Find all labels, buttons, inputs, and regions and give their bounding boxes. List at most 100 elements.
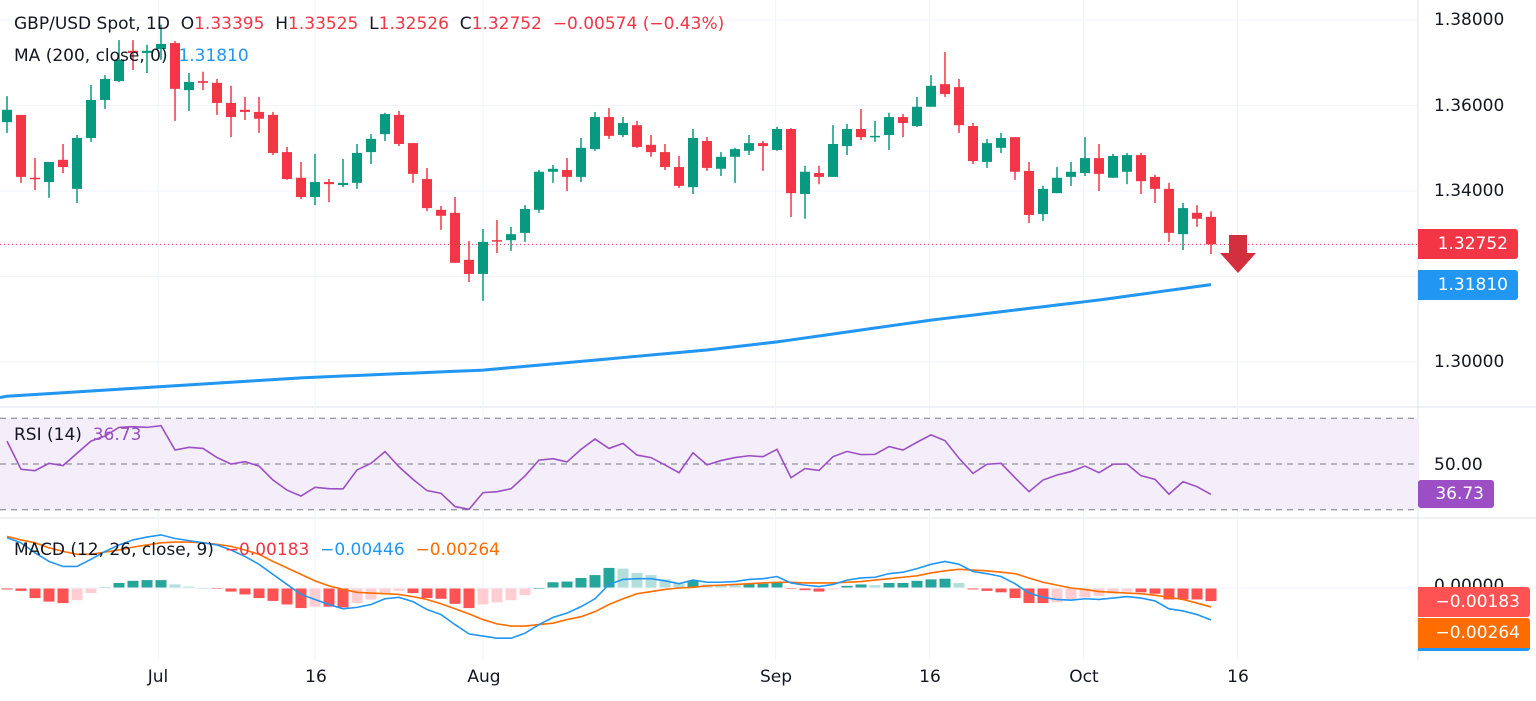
candle-body — [786, 129, 796, 194]
candle — [996, 132, 1006, 153]
macd-histogram-bar — [183, 586, 195, 588]
candle — [1192, 205, 1202, 227]
macd-histogram-bar — [1177, 588, 1189, 600]
open-label: O — [180, 14, 195, 34]
last-price-tag: 1.32752 — [1418, 229, 1518, 259]
candle-body — [660, 152, 670, 168]
rsi-legend[interactable]: RSI (14) 36.73 — [14, 425, 141, 445]
candle-body — [478, 241, 488, 274]
candle — [156, 24, 166, 60]
candle — [800, 165, 810, 219]
candle — [254, 96, 264, 133]
candle — [422, 167, 432, 212]
candle — [478, 229, 488, 301]
macd-histogram-bar — [547, 582, 559, 588]
macd-histogram-bar — [1121, 588, 1133, 592]
candle-body — [310, 182, 320, 197]
price-tick: 1.38000 — [1434, 10, 1505, 30]
macd-histogram-bar — [995, 588, 1007, 593]
candle — [310, 153, 320, 206]
macd-line-value: −0.00446 — [320, 540, 405, 560]
macd-histogram-bar — [351, 588, 363, 604]
candle-body — [562, 170, 572, 177]
macd-histogram-bar — [715, 585, 727, 588]
macd-legend[interactable]: MACD (12, 26, close, 9) −0.00183 −0.0044… — [14, 540, 500, 560]
candle-body — [1024, 170, 1034, 215]
candle-body — [282, 152, 292, 180]
candle — [44, 161, 54, 198]
time-label-oct-16: 16 — [1227, 667, 1249, 687]
candle-body — [1066, 171, 1076, 177]
candle — [492, 220, 502, 253]
rsi-pane — [0, 417, 1418, 511]
candle-body — [128, 50, 138, 53]
low-value: 1.32526 — [378, 14, 449, 34]
macd-histogram-bar — [729, 585, 741, 588]
candle-body — [940, 84, 950, 94]
symbol-title[interactable]: GBP/USD Spot, 1D — [14, 14, 170, 34]
macd-histogram-bar — [295, 588, 307, 609]
candle — [744, 134, 754, 156]
candle — [16, 114, 26, 183]
ma-legend[interactable]: MA (200, close, 0) 1.31810 — [14, 46, 249, 66]
macd-histogram-bar — [631, 572, 643, 588]
time-label-sep: Sep — [759, 667, 793, 687]
macd-histogram-bar — [1163, 588, 1175, 600]
high-value: 1.33525 — [288, 14, 359, 34]
candle-body — [30, 177, 40, 180]
macd-histogram-bar — [659, 579, 671, 588]
macd-histogram-bar — [1149, 588, 1161, 594]
candle-body — [520, 208, 530, 233]
candle-body — [604, 117, 614, 136]
candle-body — [996, 137, 1006, 148]
candle — [408, 143, 418, 183]
candle-body — [338, 182, 348, 186]
macd-histogram-bar — [407, 588, 419, 594]
candle — [1038, 185, 1048, 221]
candle — [380, 112, 390, 141]
candle — [814, 165, 824, 185]
macd-histogram-bar — [1, 588, 13, 590]
candle-body — [352, 152, 362, 183]
candles-layer — [2, 24, 1216, 301]
candle-body — [464, 259, 474, 274]
candle — [982, 138, 992, 168]
low-label: L — [369, 14, 379, 34]
candle — [184, 73, 194, 112]
symbol-legend: GBP/USD Spot, 1D O1.33395 H1.33525 L1.32… — [14, 14, 724, 34]
candle-body — [688, 137, 698, 188]
macd-histogram-bar — [379, 588, 391, 594]
candle — [618, 117, 628, 138]
candle-body — [492, 240, 502, 242]
candle — [464, 241, 474, 283]
candle-body — [142, 50, 152, 53]
candle-body — [814, 173, 824, 177]
macd-histogram-bar — [449, 588, 461, 604]
candle — [1052, 167, 1062, 194]
candle — [884, 112, 894, 150]
candle — [940, 52, 950, 97]
macd-histogram-bar — [855, 584, 867, 588]
candle-body — [730, 149, 740, 157]
price-tick: 1.30000 — [1434, 352, 1505, 372]
grid-lines — [0, 0, 1536, 660]
macd-histogram-bar — [169, 584, 181, 588]
macd-histogram-bar — [869, 585, 881, 588]
candle — [506, 226, 516, 251]
macd-histogram-bar — [771, 582, 783, 588]
candle-body — [758, 143, 768, 147]
candle-body — [170, 43, 180, 89]
candle-body — [240, 109, 250, 112]
time-label-aug: Aug — [467, 667, 501, 687]
macd-histogram-bar — [477, 588, 489, 605]
ma200-layer — [0, 243, 1418, 399]
candle — [590, 111, 600, 151]
macd-histogram-bar — [281, 588, 293, 605]
candle-body — [212, 82, 222, 103]
rsi-label: RSI (14) — [14, 425, 82, 445]
macd-label: MACD (12, 26, close, 9) — [14, 540, 214, 560]
candle — [534, 170, 544, 213]
macd-histogram-bar — [1065, 588, 1077, 601]
candle — [282, 146, 292, 180]
